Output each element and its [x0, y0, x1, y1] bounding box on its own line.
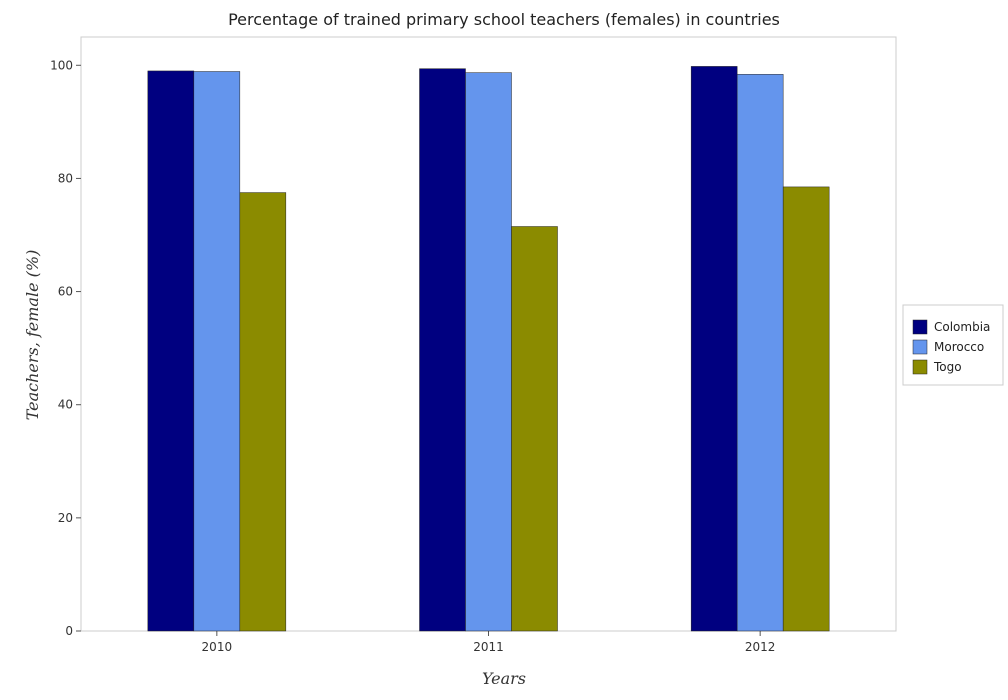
legend-swatch-morocco — [912, 339, 928, 355]
bars — [147, 66, 830, 632]
y-tick-label: 20 — [58, 511, 73, 525]
bar-colombia — [147, 70, 195, 632]
bar-togo — [239, 192, 287, 632]
legend-swatch-colombia — [912, 319, 928, 335]
bar-morocco — [465, 72, 512, 632]
y-tick-label: 100 — [50, 58, 73, 72]
x-tick-label: 2010 — [202, 640, 233, 654]
bar-colombia — [690, 66, 738, 632]
bar-colombia — [419, 68, 466, 632]
legend-label-colombia: Colombia — [934, 320, 990, 334]
legend-swatch-togo — [912, 359, 928, 375]
bar-morocco — [736, 74, 784, 632]
x-axis-label: Years — [482, 669, 526, 688]
legend-label-morocco: Morocco — [934, 340, 984, 354]
y-tick-label: 80 — [58, 171, 73, 185]
bar-togo — [511, 226, 558, 632]
bar-morocco — [193, 71, 241, 632]
bar-togo — [782, 186, 830, 632]
legend-label-togo: Togo — [933, 360, 962, 374]
chart-title: Percentage of trained primary school tea… — [228, 10, 780, 29]
x-axis: 2010 2011 2012 — [202, 631, 776, 654]
legend: Colombia Morocco Togo — [902, 304, 1004, 386]
y-axis-label: Teachers, female (%) — [23, 250, 42, 421]
y-tick-label: 0 — [65, 624, 73, 638]
x-tick-label: 2012 — [745, 640, 776, 654]
y-axis: 0 20 40 60 80 100 — [50, 58, 81, 638]
y-tick-label: 60 — [58, 285, 73, 299]
y-tick-label: 40 — [58, 398, 73, 412]
x-tick-label: 2011 — [473, 640, 504, 654]
